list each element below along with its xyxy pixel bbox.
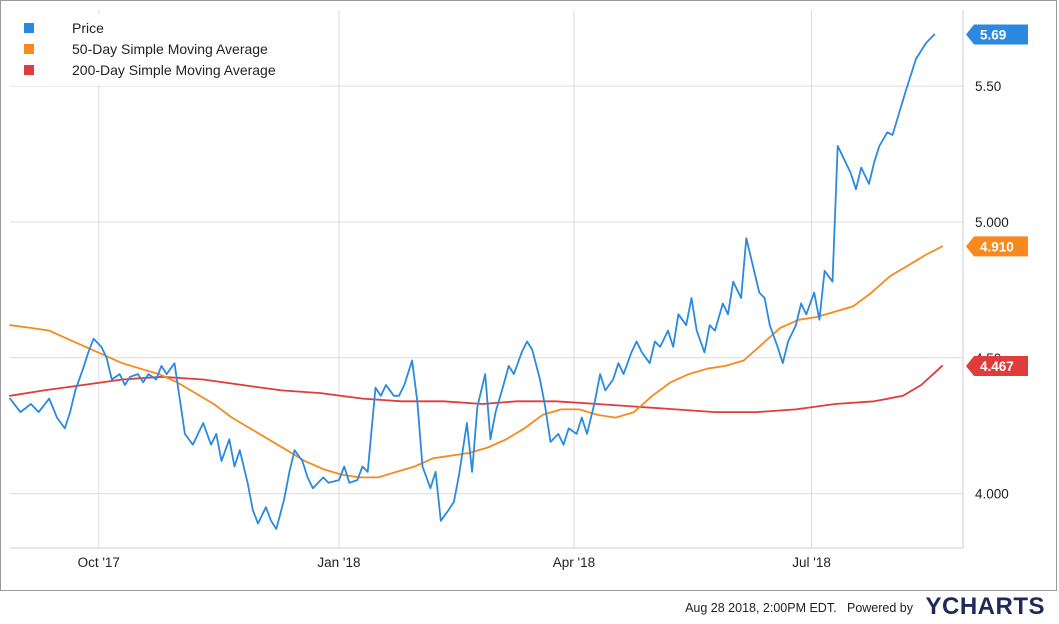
legend-background (12, 14, 320, 86)
last-value-label-sma50: 4.910 (980, 239, 1014, 254)
x-tick-label-2: Apr '18 (553, 555, 595, 570)
legend-swatch-sma50 (24, 44, 34, 54)
legend-entry-sma50: 50-Day Simple Moving Average (72, 41, 268, 57)
last-value-label-sma200: 4.467 (980, 359, 1014, 374)
x-tick-label-3: Jul '18 (792, 555, 831, 570)
legend: Price 50-Day Simple Moving Average 200-Day… (12, 14, 320, 86)
x-axis: Oct '17 Jan '18 Apr '18 Jul '18 (10, 547, 963, 570)
footer-attribution: Aug 28 2018, 2:00PM EDT. Powered by (685, 601, 913, 615)
last-value-badge-sma50 (966, 236, 1028, 257)
legend-entry-price: Price (72, 20, 104, 36)
y-tick-label-0: 4.000 (975, 487, 1009, 502)
last-value-label-price: 5.69 (980, 27, 1006, 42)
series-line-sma50 (9, 245, 943, 479)
x-tick-label-1: Jan '18 (317, 555, 360, 570)
footer-powered-by: Powered by (846, 601, 913, 615)
legend-entry-sma200: 200-Day Simple Moving Average (72, 62, 276, 78)
last-value-badge-price (966, 24, 1028, 45)
ycharts-logo[interactable]: YCHARTS (925, 593, 1045, 620)
y-tick-label-2: 5.000 (975, 215, 1009, 230)
y-tick-label-3: 5.50 (975, 79, 1001, 94)
last-value-badges: 5.69 4.910 4.467 (966, 24, 1028, 376)
series-line-sma200 (9, 364, 943, 414)
x-tick-label-0: Oct '17 (78, 555, 120, 570)
legend-swatch-price (24, 23, 34, 33)
footer: Aug 28 2018, 2:00PM EDT. Powered by YCHA… (0, 591, 1059, 624)
legend-swatch-sma200 (24, 65, 34, 75)
series-lines (9, 33, 943, 530)
gridlines (10, 10, 963, 548)
last-value-badge-sma200 (966, 355, 1028, 376)
footer-timestamp: Aug 28 2018, 2:00PM EDT. (685, 601, 837, 615)
series-line-price (9, 33, 936, 530)
chart-frame (0, 0, 1057, 591)
